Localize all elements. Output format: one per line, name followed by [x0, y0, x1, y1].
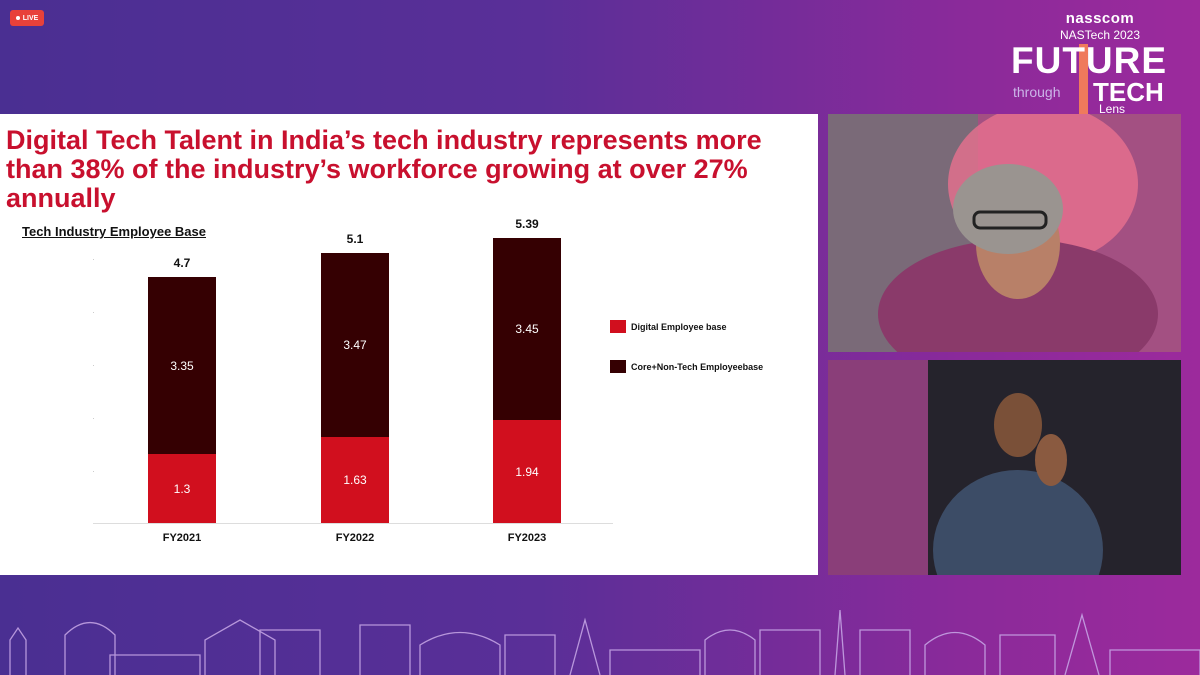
presentation-slide: Digital Tech Talent in India’s tech indu… — [0, 114, 818, 575]
live-dot-icon — [15, 16, 20, 20]
live-label: LIVE — [22, 14, 39, 22]
legend-swatch — [610, 320, 626, 333]
brand-lens: Lens — [1099, 102, 1126, 116]
bar-segment-digital-fy2021: 1.3 — [148, 454, 216, 523]
bar-total-label: 5.1 — [346, 232, 364, 247]
data-label: 3.45 — [515, 322, 539, 337]
brand-through: through — [1013, 84, 1061, 100]
bar-segment-core-fy2022: 3.47 — [321, 253, 389, 437]
speaker-video-image — [828, 114, 1181, 352]
live-badge: LIVE — [10, 10, 44, 26]
brand-title-line1: FUTURE — [1011, 40, 1168, 81]
logo-t-bar — [1079, 44, 1088, 114]
brand-title-line2: TECH — [1093, 77, 1164, 107]
event-logo: nasscom NASTech 2023 FUTURE through TECH… — [1005, 8, 1195, 116]
brand-org: nasscom — [1065, 10, 1135, 27]
interpreter-video-feed — [828, 360, 1181, 575]
legend-item: Core+Non-Tech Employeebase — [610, 360, 763, 373]
legend-swatch — [610, 360, 626, 373]
x-axis-baseline — [93, 523, 613, 524]
legend-label: Core+Non-Tech Employeebase — [631, 361, 764, 372]
bar-fy2021: 3.35 1.3 — [148, 277, 216, 523]
bar-total-label: 5.39 — [515, 217, 539, 231]
x-tick-label: FY2022 — [335, 532, 375, 544]
bar-segment-core-fy2021: 3.35 — [148, 277, 216, 455]
bar-segment-digital-fy2022: 1.63 — [321, 436, 389, 523]
chart-title: Tech Industry Employee Base — [22, 224, 206, 239]
legend-label: Digital Employee base — [631, 321, 727, 332]
y-axis-ticks — [93, 259, 94, 523]
data-label: 1.94 — [515, 464, 539, 479]
bar-fy2022: 3.47 1.63 — [321, 253, 389, 523]
data-label: 3.47 — [343, 338, 367, 353]
data-label: 1.3 — [173, 481, 191, 496]
bar-total-label: 4.7 — [173, 256, 191, 271]
data-label: 3.35 — [170, 358, 194, 373]
slide-headline: Digital Tech Talent in India’s tech indu… — [6, 125, 762, 213]
legend-item: Digital Employee base — [610, 320, 727, 333]
bar-segment-core-fy2023: 3.45 — [493, 238, 561, 421]
x-tick-label: FY2021 — [162, 532, 202, 544]
bar-fy2023: 3.45 1.94 — [493, 238, 561, 523]
skyline-decoration — [9, 609, 1200, 675]
speaker-video-feed — [828, 114, 1181, 352]
brand-event: NASTech 2023 — [1059, 28, 1141, 42]
bar-segment-digital-fy2023: 1.94 — [493, 420, 561, 523]
x-tick-label: FY2023 — [507, 532, 547, 544]
interpreter-video-image — [828, 360, 1181, 575]
data-label: 1.63 — [343, 472, 367, 487]
